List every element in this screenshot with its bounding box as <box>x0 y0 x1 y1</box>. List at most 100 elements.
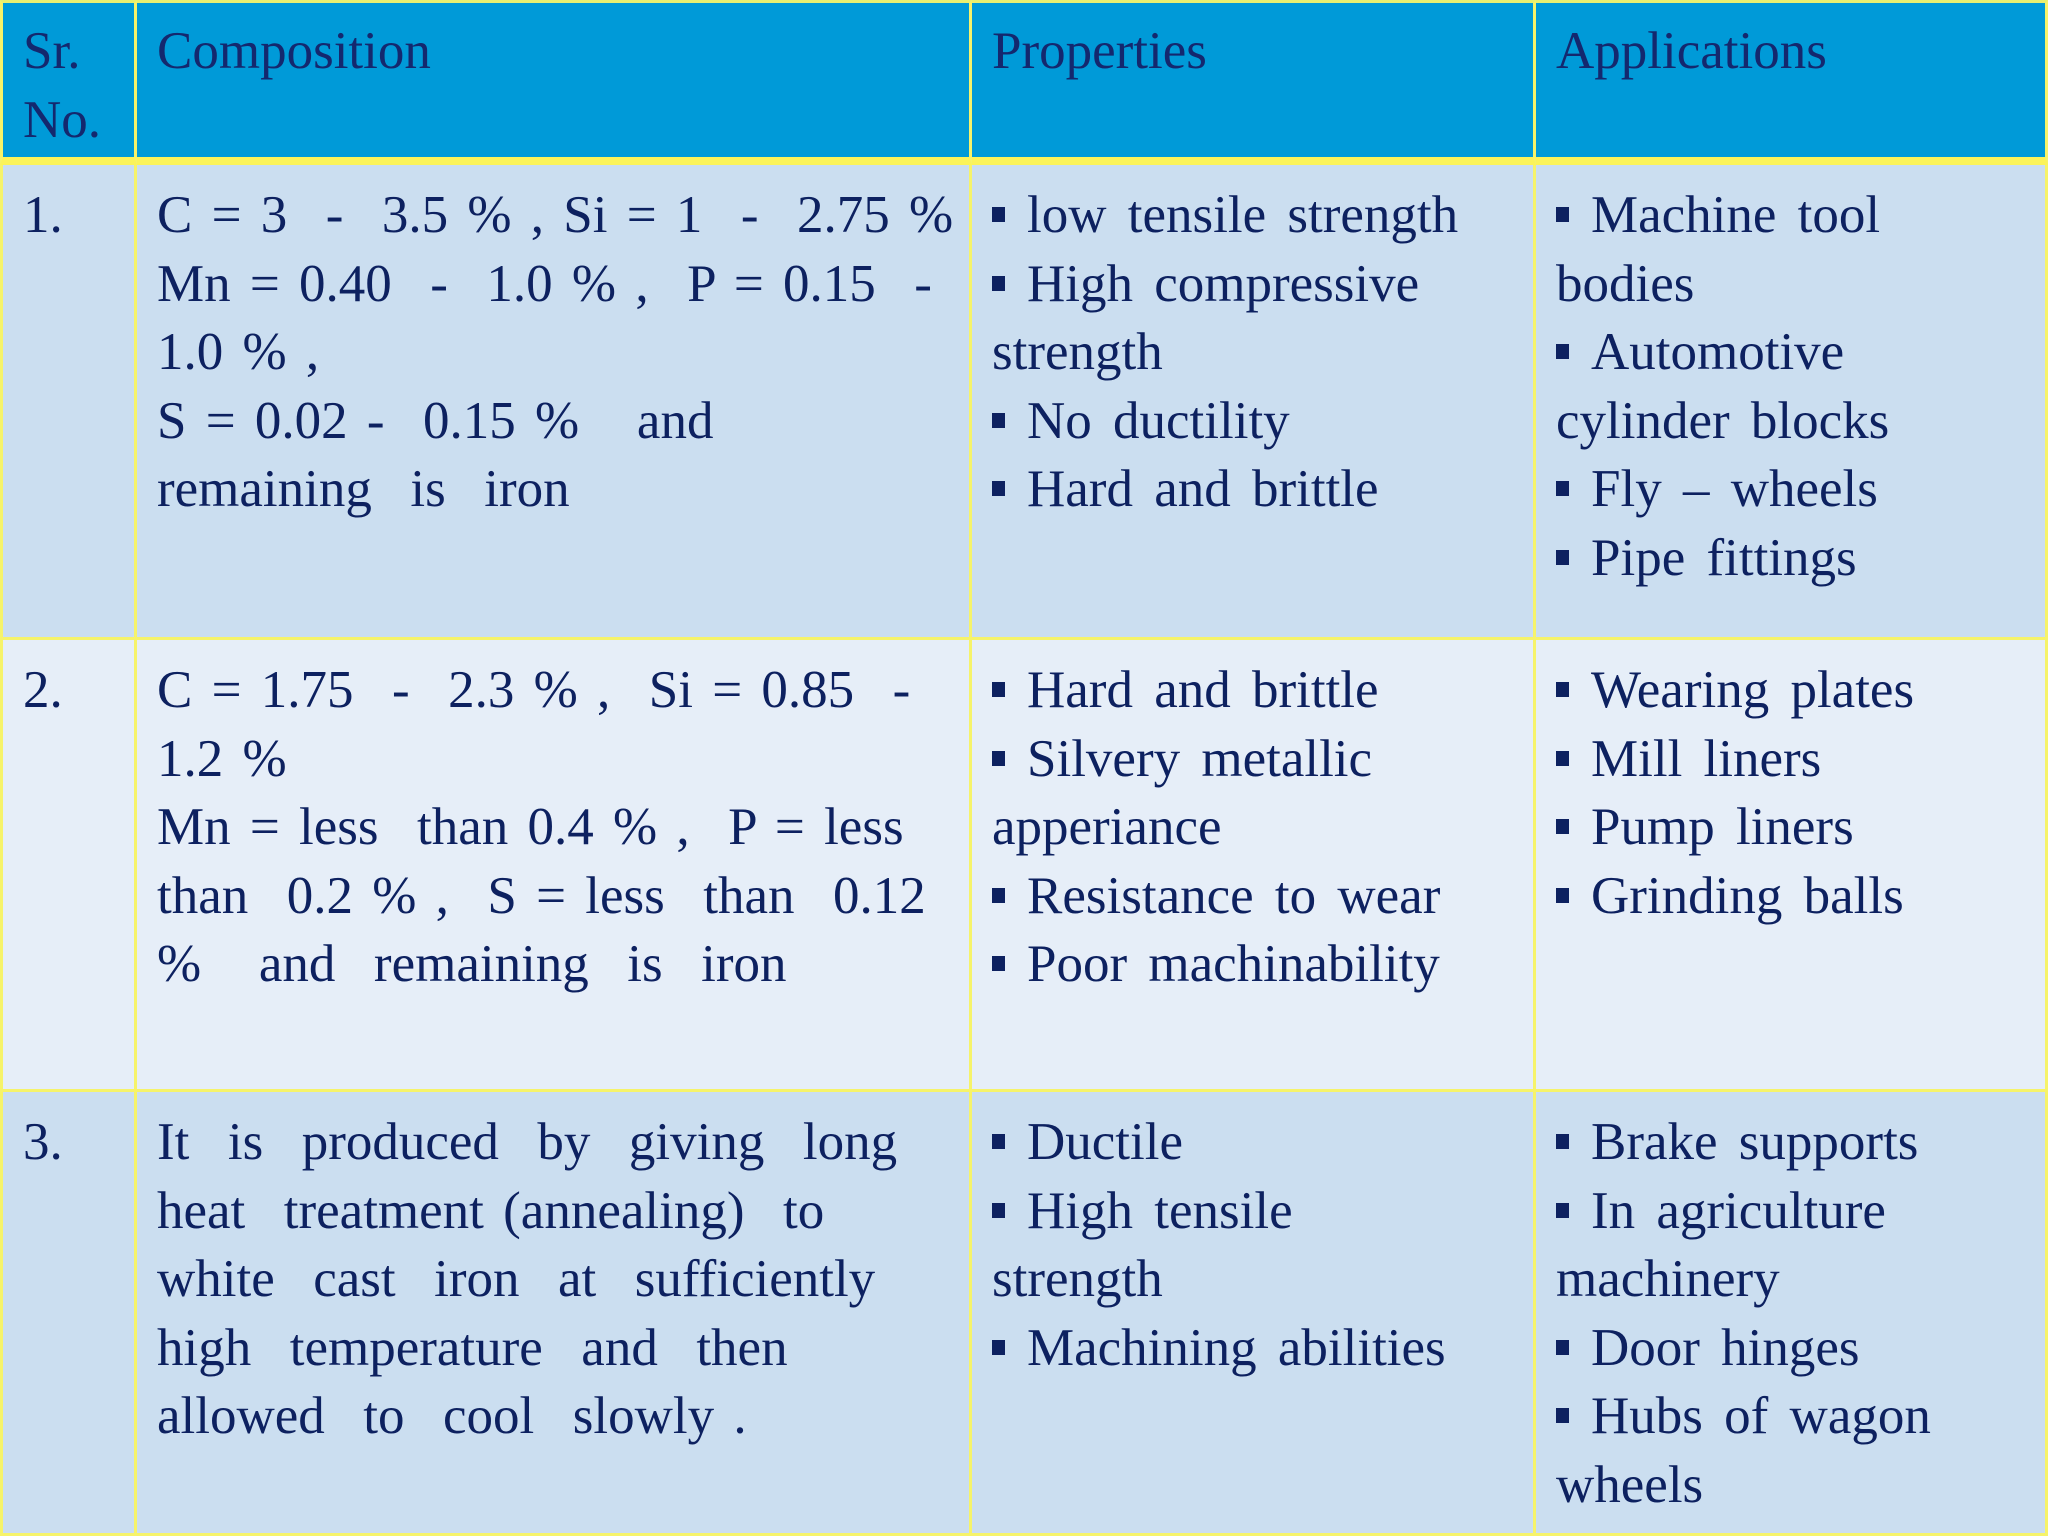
square-bullet-icon <box>1556 1134 1569 1149</box>
property-text: Resistance to wear <box>1027 866 1441 925</box>
application-item-continuation: wheels <box>1556 1451 2035 1520</box>
composition-line: 1.2 % <box>157 729 287 788</box>
application-text: cylinder blocks <box>1556 391 1890 450</box>
row-2-properties: Hard and brittle Silvery metallic apperi… <box>972 640 1536 1092</box>
composition-line: allowed to cool slowly . <box>157 1387 747 1445</box>
property-item-continuation: apperiance <box>992 793 1523 862</box>
application-item: Door hinges <box>1556 1314 2035 1383</box>
application-text: In agriculture <box>1591 1181 1886 1240</box>
property-text: Poor machinability <box>1027 935 1440 993</box>
application-text: machinery <box>1556 1250 1780 1308</box>
composition-line: C = 1.75 - 2.3 % , Si = 0.85 - <box>157 661 911 719</box>
application-text: Pipe fittings <box>1591 528 1857 587</box>
header-properties: Properties <box>972 0 1536 165</box>
application-item: Pipe fittings <box>1556 524 2035 593</box>
property-text: No ductility <box>1027 391 1290 450</box>
property-text: High compressive <box>1027 254 1420 313</box>
application-item: Grinding balls <box>1556 862 2035 931</box>
property-item: low tensile strength <box>992 181 1523 250</box>
composition-line: remaining is iron <box>157 460 570 518</box>
application-item: Automotive <box>1556 318 2035 387</box>
row-3-composition: It is produced by giving long heat treat… <box>137 1092 972 1536</box>
property-item: No ductility <box>992 387 1523 456</box>
application-item: Pump liners <box>1556 793 2035 862</box>
property-item: High compressive <box>992 250 1523 319</box>
header-sr-no-line2: No. <box>23 90 102 149</box>
composition-line: than 0.2 % , S = less than 0.12 <box>157 866 926 925</box>
header-properties-label: Properties <box>992 22 1207 80</box>
composition-line: C = 3 - 3.5 % , Si = 1 - 2.75 % <box>157 186 954 244</box>
application-text: Fly – wheels <box>1591 460 1878 518</box>
sr-no-value: 2. <box>23 661 63 719</box>
header-sr-no-line1: Sr. <box>23 22 81 80</box>
property-item: Hard and brittle <box>992 455 1523 524</box>
application-text: bodies <box>1556 254 1695 313</box>
square-bullet-icon <box>1556 750 1569 766</box>
application-text: wheels <box>1556 1455 1704 1514</box>
header-applications-label: Applications <box>1556 22 1827 80</box>
square-bullet-icon <box>1556 819 1569 834</box>
property-text: Hard and brittle <box>1027 661 1379 719</box>
application-text: Mill liners <box>1591 729 1822 788</box>
application-item: Fly – wheels <box>1556 455 2035 524</box>
property-item: High tensile <box>992 1177 1523 1246</box>
property-text: Machining abilities <box>1027 1318 1446 1377</box>
property-item: Machining abilities <box>992 1314 1523 1383</box>
property-text: Hard and brittle <box>1027 460 1379 518</box>
square-bullet-icon <box>992 1134 1005 1149</box>
square-bullet-icon <box>992 412 1005 428</box>
property-item: Silvery metallic <box>992 725 1523 794</box>
row-1-composition: C = 3 - 3.5 % , Si = 1 - 2.75 % Mn = 0.4… <box>137 165 972 640</box>
property-item: Ductile <box>992 1108 1523 1177</box>
square-bullet-icon <box>1556 481 1569 496</box>
application-text: Machine tool <box>1591 186 1881 244</box>
application-item-continuation: bodies <box>1556 250 2035 319</box>
header-sr-no: Sr. No. <box>0 0 137 165</box>
sr-no-value: 1. <box>23 186 63 244</box>
square-bullet-icon <box>1556 1339 1569 1355</box>
row-2-applications: Wearing plates Mill liners Pump liners G… <box>1536 640 2048 1092</box>
application-text: Automotive <box>1591 323 1845 381</box>
square-bullet-icon <box>1556 1202 1569 1218</box>
square-bullet-icon <box>1556 549 1569 565</box>
composition-line: heat treatment (annealing) to <box>157 1181 825 1240</box>
application-item: In agriculture <box>1556 1177 2035 1246</box>
property-text: low tensile strength <box>1027 186 1459 244</box>
composition-line: white cast iron at sufficiently <box>157 1250 876 1308</box>
square-bullet-icon <box>1556 887 1569 903</box>
row-1-sr-no: 1. <box>0 165 137 640</box>
application-text: Hubs of wagon <box>1591 1387 1931 1445</box>
application-item: Machine tool <box>1556 181 2035 250</box>
composition-line: Mn = less than 0.4 % , P = less <box>157 798 904 856</box>
application-item: Mill liners <box>1556 725 2035 794</box>
composition-line: It is produced by giving long <box>157 1113 898 1171</box>
application-text: Grinding balls <box>1591 866 1904 925</box>
property-text: strength <box>992 323 1163 381</box>
header-applications: Applications <box>1536 0 2048 165</box>
square-bullet-icon <box>992 682 1005 697</box>
row-3-properties: Ductile High tensile strength Machining … <box>972 1092 1536 1536</box>
row-2-sr-no: 2. <box>0 640 137 1092</box>
square-bullet-icon <box>1556 682 1569 697</box>
property-text: strength <box>992 1250 1163 1308</box>
header-composition-label: Composition <box>157 22 431 80</box>
application-item: Brake supports <box>1556 1108 2035 1177</box>
application-item: Wearing plates <box>1556 656 2035 725</box>
property-item: Poor machinability <box>992 930 1523 999</box>
row-1-properties: low tensile strength High compressive st… <box>972 165 1536 640</box>
square-bullet-icon <box>992 207 1005 222</box>
square-bullet-icon <box>1556 207 1569 222</box>
square-bullet-icon <box>992 750 1005 766</box>
application-text: Door hinges <box>1591 1318 1860 1377</box>
application-item-continuation: machinery <box>1556 1245 2035 1314</box>
property-item: Hard and brittle <box>992 656 1523 725</box>
property-item-continuation: strength <box>992 318 1523 387</box>
square-bullet-icon <box>992 956 1005 971</box>
composition-line: high temperature and then <box>157 1318 788 1377</box>
header-composition: Composition <box>137 0 972 165</box>
square-bullet-icon <box>992 887 1005 903</box>
row-3-sr-no: 3. <box>0 1092 137 1536</box>
composition-line: S = 0.02 - 0.15 % and <box>157 391 714 450</box>
square-bullet-icon <box>1556 1408 1569 1423</box>
